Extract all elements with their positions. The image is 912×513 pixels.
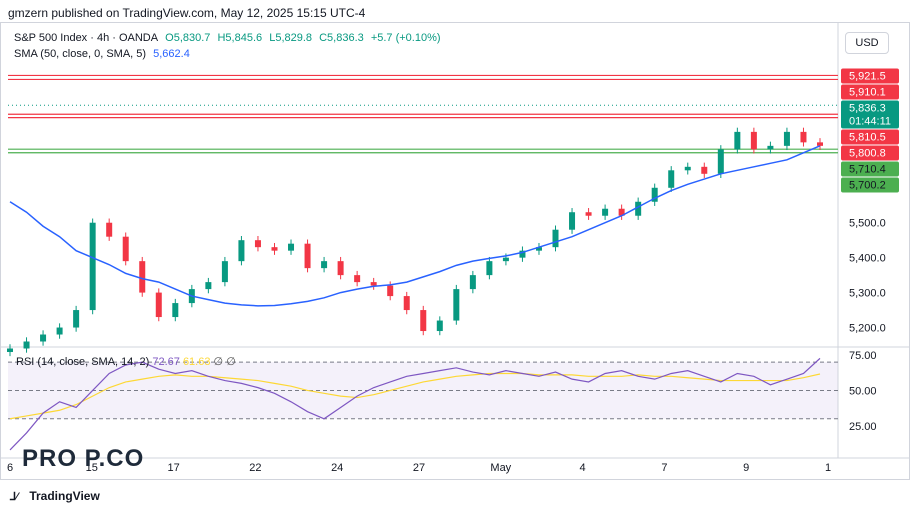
symbol-legend: S&P 500 Index · 4h · OANDA O5,830.7 H5,8…	[14, 32, 445, 44]
rsi-current-value: 72.67	[152, 356, 180, 368]
rsi-label[interactable]: RSI (14, close, SMA, 14, 2)	[16, 356, 150, 368]
publisher-line: gmzern published on TradingView.com, May…	[8, 6, 366, 20]
watermark-logo: PRO P.CO	[22, 445, 145, 472]
close-value: C5,836.3	[319, 32, 364, 44]
sma-value: 5,662.4	[153, 48, 190, 60]
tradingview-logo-icon: ⅃⁄	[10, 491, 18, 503]
tradingview-footer: ⅃⁄ TradingView	[10, 489, 100, 503]
rsi-extra-1: ∅	[213, 356, 224, 368]
low-value: L5,829.8	[269, 32, 313, 44]
symbol-name[interactable]: S&P 500 Index · 4h · OANDA	[14, 32, 159, 44]
change-value: +5.7 (+0.10%)	[370, 32, 441, 44]
high-value: H5,845.6	[217, 32, 263, 44]
open-value: O5,830.7	[165, 32, 211, 44]
chart-frame	[0, 22, 910, 480]
sma-label[interactable]: SMA (50, close, 0, SMA, 5)	[14, 48, 147, 60]
currency-button[interactable]: USD	[845, 32, 889, 54]
tradingview-label: TradingView	[29, 489, 100, 503]
sma-legend: SMA (50, close, 0, SMA, 5) 5,662.4	[14, 48, 194, 60]
rsi-extra-2: ∅	[226, 356, 236, 368]
rsi-legend: RSI (14, close, SMA, 14, 2) 72.67 61.63 …	[16, 355, 236, 368]
rsi-ma-value: 61.63	[182, 356, 211, 368]
